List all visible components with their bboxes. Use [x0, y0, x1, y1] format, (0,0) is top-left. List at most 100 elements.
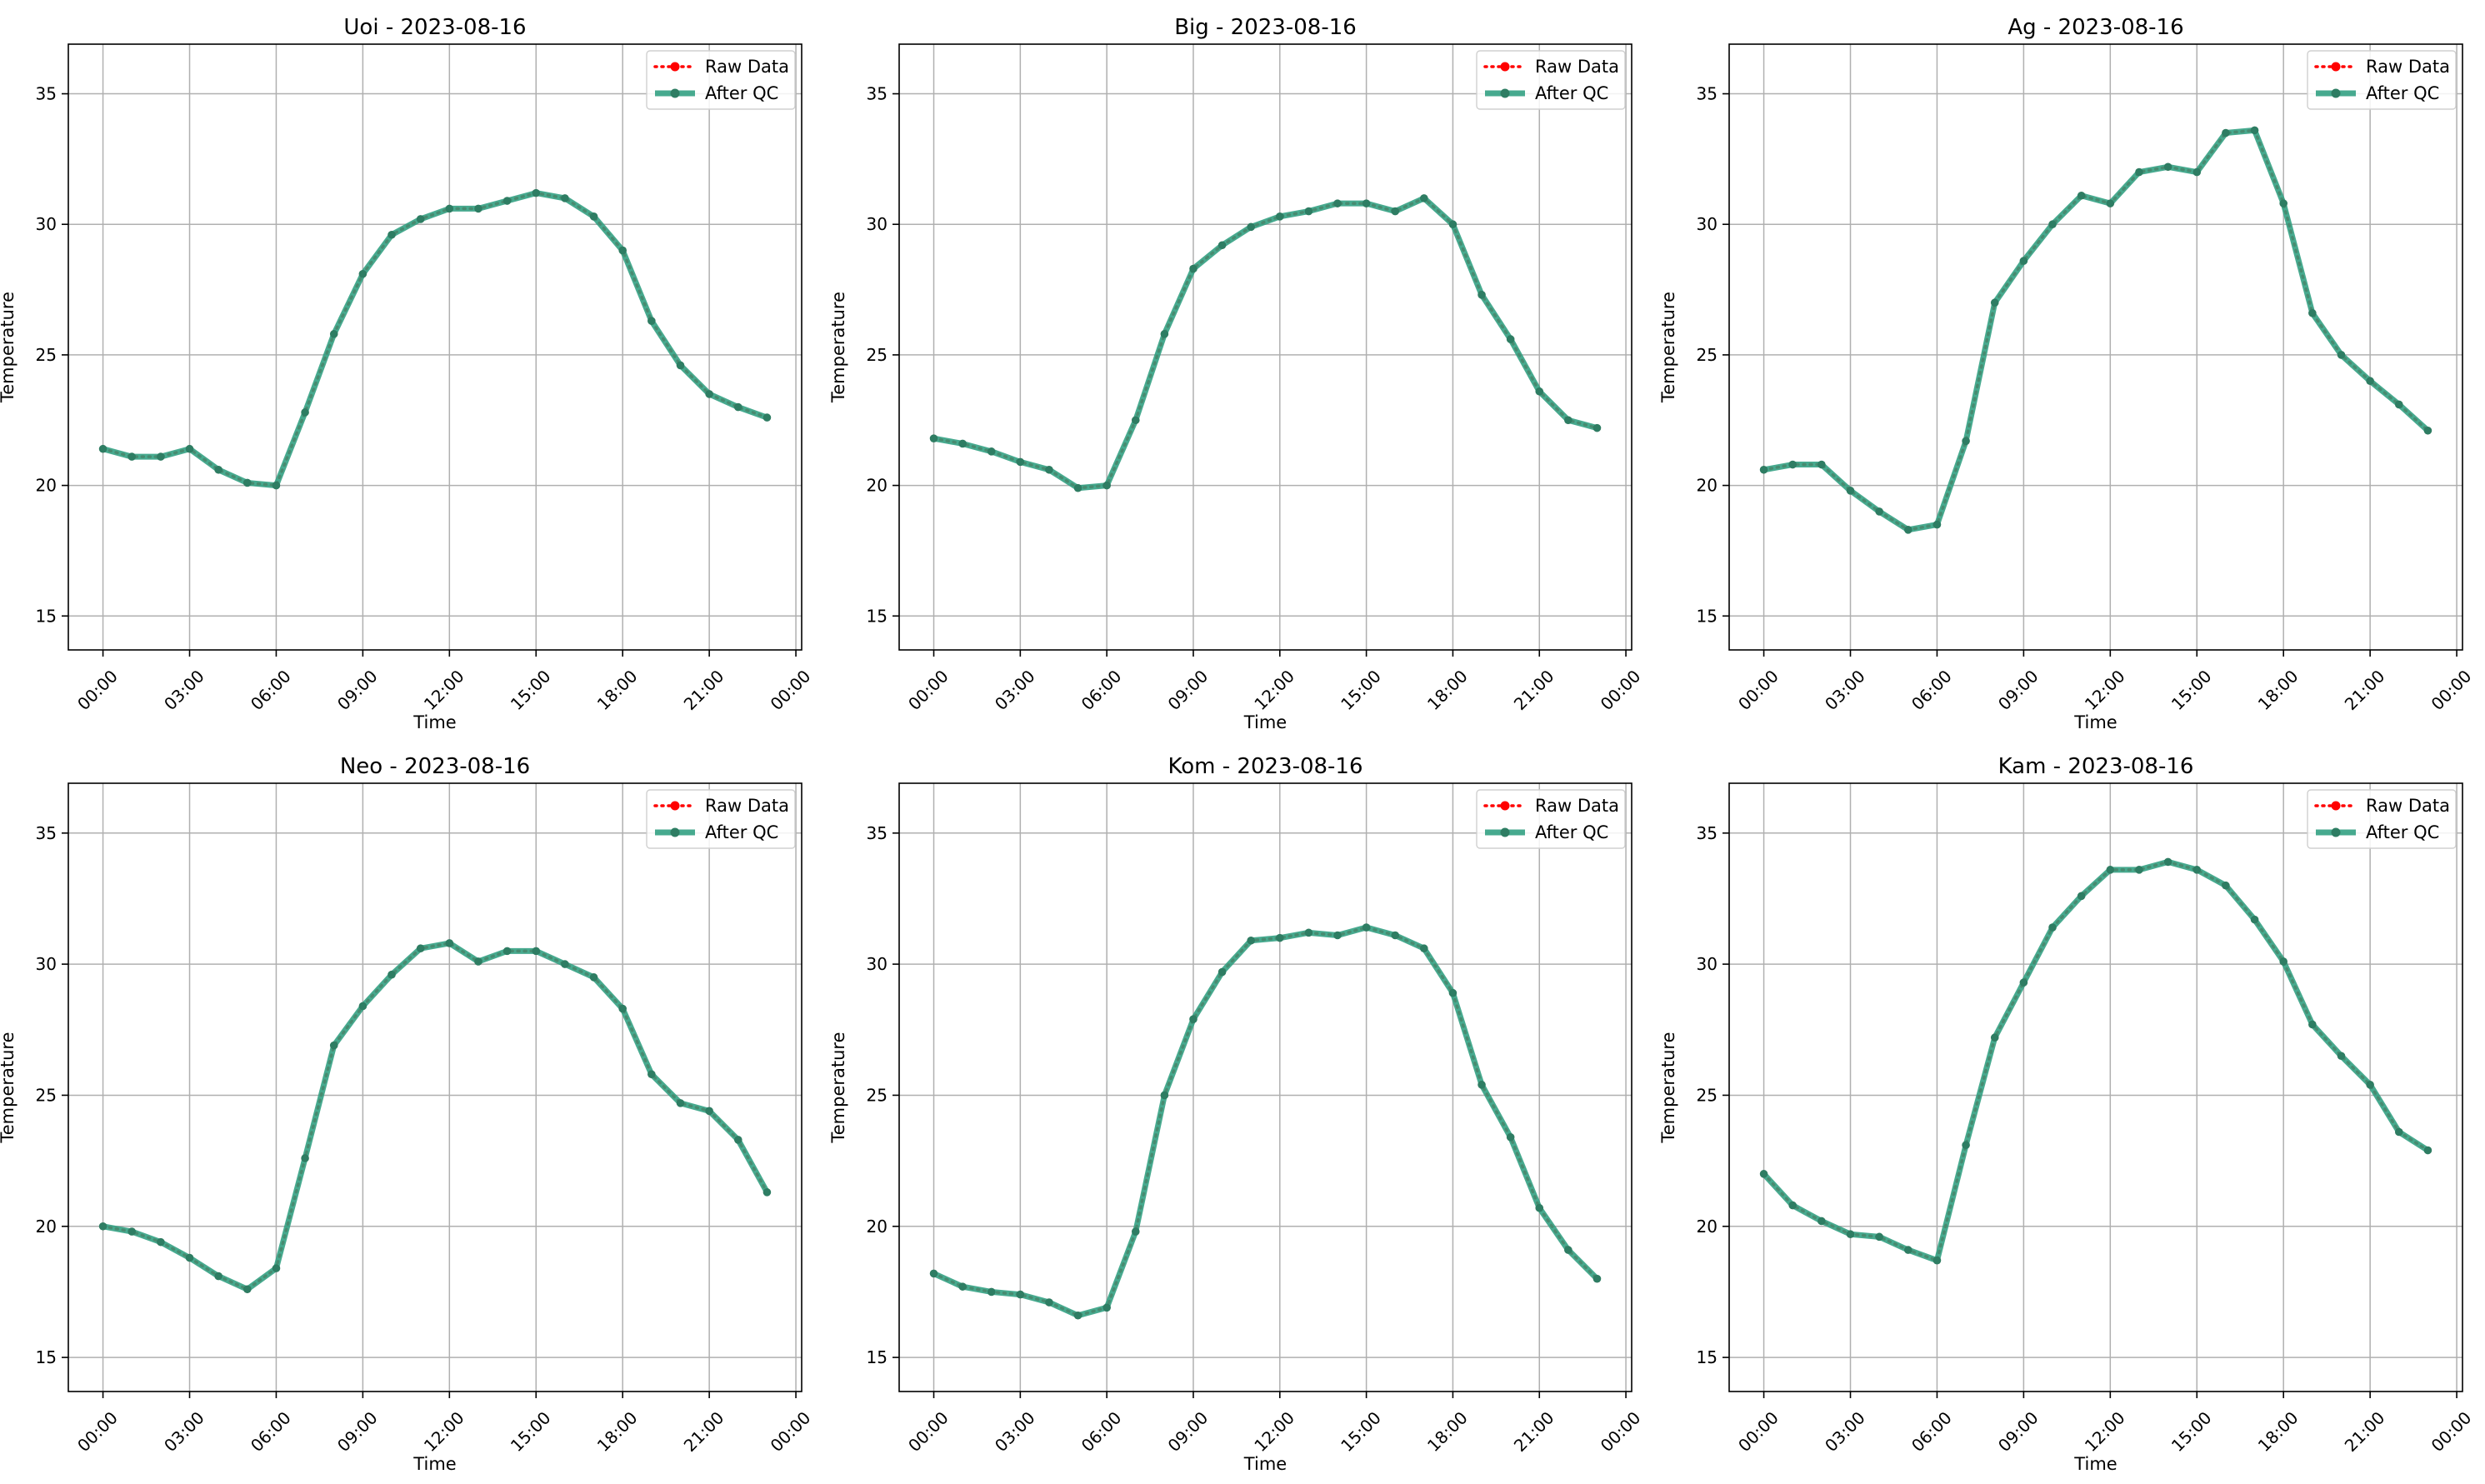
after-qc-point: [561, 960, 569, 968]
x-tick-label: 21:00: [680, 666, 728, 714]
after-qc-point: [1904, 526, 1912, 534]
axes-frame: [898, 782, 1632, 1392]
after-qc-point: [1391, 207, 1400, 216]
x-tick-label: 12:00: [2081, 1407, 2129, 1456]
after-qc-point: [1218, 967, 1227, 977]
after-qc-point: [358, 269, 368, 278]
axes-frame: [1728, 43, 2463, 651]
after-qc-point: [648, 1070, 656, 1079]
x-tick-label: 15:00: [507, 666, 555, 714]
x-axis-label: Time: [412, 1454, 456, 1474]
raw-data-line: [932, 926, 1599, 1317]
x-tick-label: 15:00: [507, 1407, 555, 1456]
y-axis-label: Temperature: [1658, 292, 1678, 403]
legend-raw-marker: [2331, 62, 2341, 72]
legend-raw-label: Raw Data: [1535, 57, 1619, 77]
after-qc-point: [648, 317, 656, 325]
x-tick-label: 12:00: [1250, 666, 1298, 714]
x-tick-label: 15:00: [1337, 666, 1385, 714]
after-qc-point: [929, 1269, 938, 1278]
x-tick-label: 00:00: [73, 666, 122, 714]
x-tick-label: 03:00: [991, 1407, 1039, 1456]
after-qc-point: [1818, 460, 1826, 469]
after-qc-point: [1962, 437, 1970, 446]
legend-qc-marker: [670, 88, 680, 98]
after-qc-point: [329, 1041, 338, 1050]
after-qc-point: [958, 439, 967, 448]
legend-qc-label: After QC: [705, 822, 778, 842]
after-qc-point: [1016, 1290, 1025, 1299]
legend-raw-marker: [2331, 801, 2341, 811]
after-qc-point: [445, 204, 454, 213]
after-qc-point: [1276, 933, 1284, 942]
after-qc-point: [1304, 928, 1313, 937]
x-tick-label: 18:00: [1423, 666, 1472, 714]
y-tick-label: 30: [867, 214, 888, 234]
x-tick-label: 00:00: [1597, 1407, 1645, 1456]
after-qc-point: [987, 1287, 996, 1297]
after-qc-point: [157, 452, 165, 461]
legend-raw-marker: [670, 801, 680, 811]
legend-raw-label: Raw Data: [705, 796, 789, 816]
y-tick-label: 20: [36, 476, 57, 496]
after-qc-point: [474, 957, 482, 966]
after-qc-point: [2222, 881, 2230, 890]
after-qc-point: [1932, 1256, 1942, 1265]
legend: Raw Data After QC: [1476, 789, 1626, 849]
x-tick-label: 00:00: [2428, 666, 2476, 714]
after-qc-point: [2135, 167, 2143, 177]
after-qc-point: [185, 444, 194, 453]
after-qc-point: [2308, 1020, 2317, 1029]
after-qc-point: [2308, 308, 2317, 317]
subplot: 00:00 03:00 06:00 09:00 12:00 15:00 18:00 21:00…: [1658, 754, 2475, 1474]
chart-title: Kom - 2023-08-16: [1168, 754, 1363, 779]
raw-data-line: [932, 196, 1599, 490]
after-qc-point: [1875, 1232, 1883, 1242]
after-qc-point: [1160, 330, 1169, 338]
after-qc-point: [561, 194, 569, 202]
after-qc-point: [2106, 199, 2115, 207]
after-qc-point: [1592, 1274, 1602, 1283]
after-qc-point: [1218, 241, 1227, 250]
after-qc-point: [1535, 1203, 1544, 1212]
y-tick-label: 25: [1697, 345, 1718, 365]
legend-qc-label: After QC: [2366, 83, 2439, 103]
x-tick-label: 21:00: [1510, 666, 1558, 714]
x-tick-label: 18:00: [593, 666, 642, 714]
after-qc-point: [1448, 220, 1458, 229]
after-qc-point: [2337, 1052, 2346, 1061]
y-tick-label: 25: [36, 1085, 57, 1105]
y-tick-label: 15: [1697, 1347, 1718, 1367]
after-qc-point: [705, 390, 713, 398]
subplot: 00:00 03:00 06:00 09:00 12:00 15:00 18:00 21:00…: [828, 754, 1644, 1474]
after-qc-point: [1788, 460, 1798, 469]
after-qc-point: [733, 402, 742, 412]
after-qc-point: [2394, 400, 2403, 409]
legend-qc-label: After QC: [705, 83, 778, 103]
x-tick-label: 12:00: [420, 1407, 468, 1456]
x-tick-label: 00:00: [904, 666, 952, 714]
x-tick-label: 03:00: [160, 666, 208, 714]
y-tick-label: 30: [36, 214, 57, 234]
x-tick-label: 18:00: [1423, 1407, 1472, 1456]
after-qc-point: [676, 1099, 685, 1107]
after-qc-point: [589, 212, 598, 221]
after-qc-point: [987, 447, 996, 456]
x-tick-label: 06:00: [1908, 666, 1956, 714]
chart-title: Uoi - 2023-08-16: [343, 15, 526, 40]
after-qc-point: [762, 1188, 772, 1197]
after-qc-point: [1073, 1311, 1082, 1320]
after-qc-point: [1420, 194, 1428, 202]
after-qc-point: [2337, 351, 2346, 359]
after-qc-point: [2250, 126, 2259, 135]
after-qc-point: [98, 444, 108, 453]
x-tick-label: 06:00: [1908, 1407, 1956, 1456]
legend-qc-label: After QC: [1535, 83, 1608, 103]
after-qc-line: [932, 924, 1599, 1319]
x-tick-label: 03:00: [160, 1407, 208, 1456]
after-qc-point: [1304, 207, 1313, 216]
y-tick-label: 20: [1697, 1217, 1718, 1237]
after-qc-point: [1247, 222, 1255, 232]
after-qc-point: [128, 452, 137, 461]
